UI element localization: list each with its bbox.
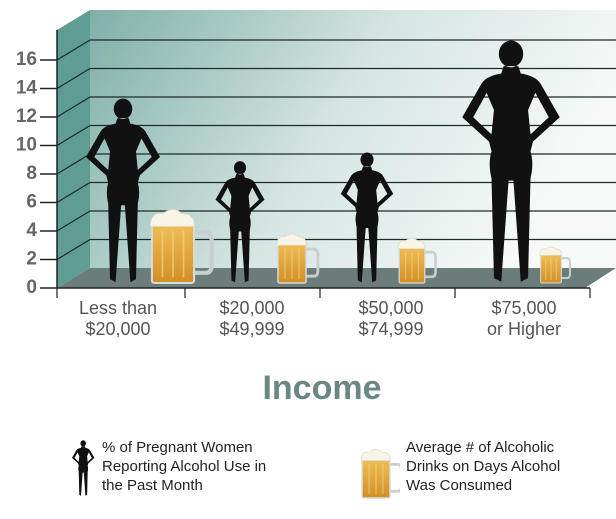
- x-tick-label: $75,000: [491, 298, 556, 318]
- y-tick-label: 6: [26, 192, 37, 213]
- x-tick-label: $20,000: [219, 298, 284, 318]
- floor: [57, 268, 616, 288]
- y-tick-label: 16: [16, 49, 37, 70]
- x-tick-label: $50,000: [358, 298, 423, 318]
- legend-label: % of Pregnant Women Reporting Alcohol Us…: [102, 438, 287, 495]
- y-tick-label: 2: [26, 249, 37, 270]
- legend-item: Average # of Alcoholic Drinks on Days Al…: [360, 438, 586, 504]
- y-tick-label: 12: [16, 106, 37, 127]
- mug-handle: [390, 464, 400, 491]
- legend-label: Average # of Alcoholic Drinks on Days Al…: [406, 438, 586, 495]
- x-axis-label: Income: [262, 369, 381, 407]
- x-tick-label: $20,000: [85, 319, 150, 339]
- y-tick-label: 14: [16, 78, 38, 99]
- y-tick-label: 10: [16, 135, 37, 156]
- legend-item: % of Pregnant Women Reporting Alcohol Us…: [70, 438, 287, 504]
- mug-foam: [361, 449, 390, 460]
- page: Income 0246810121416Less than$20,000$20,…: [0, 0, 616, 519]
- x-tick-label: $49,999: [219, 319, 284, 339]
- x-tick-label: Less than: [79, 298, 157, 318]
- legend-icon: [70, 438, 96, 504]
- legend-woman: [72, 440, 94, 495]
- x-tick-label: or Higher: [487, 319, 561, 339]
- y-tick-label: 0: [26, 277, 37, 298]
- y-tick-label: 8: [26, 163, 37, 184]
- y-tick-label: 4: [26, 220, 37, 241]
- x-tick-label: $74,999: [358, 319, 423, 339]
- legend-icon: [360, 438, 400, 504]
- side-wall: [57, 10, 90, 288]
